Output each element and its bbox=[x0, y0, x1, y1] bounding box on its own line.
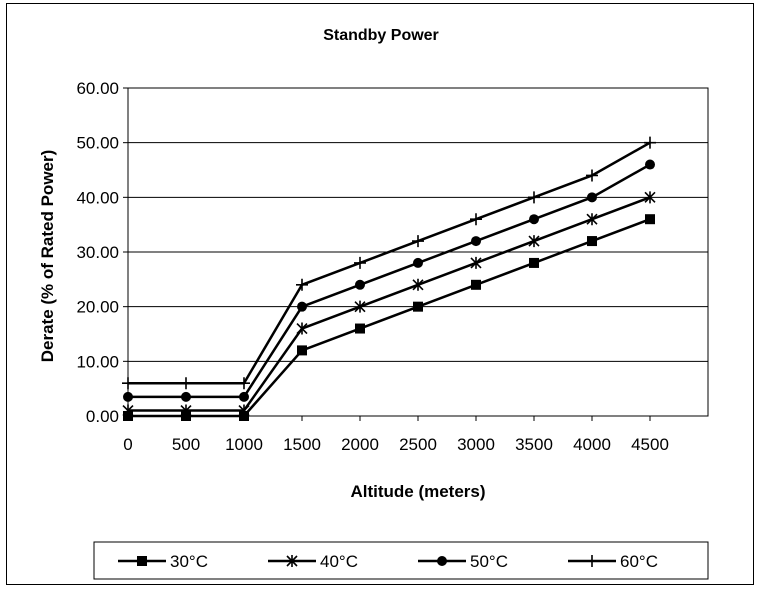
plus-marker bbox=[296, 278, 308, 291]
circle-marker bbox=[181, 391, 191, 402]
y-tick-label: 50.00 bbox=[76, 134, 119, 153]
circle-marker bbox=[239, 391, 249, 402]
plus-marker bbox=[238, 377, 250, 390]
square-marker bbox=[137, 556, 147, 566]
line-chart: Standby Power 0.00 10.00 20.00 30.00 40.00 50… bbox=[38, 27, 709, 580]
chart-title: Standby Power bbox=[323, 27, 439, 44]
square-marker bbox=[297, 345, 307, 356]
asterisk-marker bbox=[644, 191, 656, 204]
square-marker bbox=[471, 279, 481, 290]
series-lines bbox=[122, 136, 656, 421]
legend-entry: 50°C bbox=[418, 552, 508, 571]
square-marker bbox=[587, 236, 597, 247]
plus-marker bbox=[470, 213, 482, 226]
series-2 bbox=[123, 159, 655, 402]
circle-marker bbox=[437, 556, 447, 566]
circle-marker bbox=[645, 159, 655, 170]
x-tick-label: 500 bbox=[172, 435, 200, 454]
x-tick-label: 0 bbox=[123, 435, 132, 454]
y-tick-label: 10.00 bbox=[76, 352, 119, 371]
x-tick-label: 4500 bbox=[631, 435, 669, 454]
legend-entry: 60°C bbox=[568, 552, 658, 571]
series-1 bbox=[122, 191, 656, 417]
legend-entry: 30°C bbox=[118, 552, 208, 571]
x-tick-label: 2000 bbox=[341, 435, 379, 454]
gridlines bbox=[128, 87, 708, 417]
series-line bbox=[128, 218, 651, 418]
x-axis-label: Altitude (meters) bbox=[350, 482, 485, 501]
x-tick-label: 3000 bbox=[457, 435, 495, 454]
square-marker bbox=[645, 214, 655, 225]
series-line bbox=[128, 141, 651, 385]
tick-labels: 0.00 10.00 20.00 30.00 40.00 50.00 60.00 0 500 10… bbox=[76, 79, 668, 454]
circle-marker bbox=[529, 214, 539, 225]
legend-entries: 30°C 40°C 50°C 60°C bbox=[118, 552, 658, 571]
circle-marker bbox=[587, 192, 597, 203]
y-tick-label: 0.00 bbox=[86, 407, 119, 426]
plus-marker bbox=[528, 191, 540, 204]
square-marker bbox=[355, 323, 365, 334]
asterisk-marker bbox=[528, 235, 540, 248]
plus-marker bbox=[412, 235, 424, 248]
asterisk-marker bbox=[586, 213, 598, 226]
plus-marker bbox=[180, 377, 192, 390]
asterisk-marker bbox=[412, 278, 424, 291]
y-tick-label: 30.00 bbox=[76, 243, 119, 262]
circle-marker bbox=[123, 391, 133, 402]
y-tick-label: 40.00 bbox=[76, 188, 119, 207]
asterisk-marker bbox=[180, 404, 192, 417]
x-tick-label: 1500 bbox=[283, 435, 321, 454]
plus-marker bbox=[586, 169, 598, 182]
circle-marker bbox=[471, 236, 481, 247]
asterisk-marker bbox=[470, 256, 482, 269]
series-line bbox=[128, 196, 651, 412]
asterisk-marker bbox=[286, 555, 298, 567]
chart-area: Standby Power 0.00 10.00 20.00 30.00 40.00 50… bbox=[6, 3, 754, 585]
plus-marker bbox=[354, 256, 366, 269]
legend-entry: 40°C bbox=[268, 552, 358, 571]
y-axis-label: Derate (% of Rated Power) bbox=[38, 150, 57, 363]
asterisk-marker bbox=[122, 404, 134, 417]
x-tick-label: 4000 bbox=[573, 435, 611, 454]
x-tick-label: 2500 bbox=[399, 435, 437, 454]
legend-label: 60°C bbox=[620, 552, 658, 571]
plus-marker bbox=[122, 377, 134, 390]
x-tick-label: 1000 bbox=[225, 435, 263, 454]
square-marker bbox=[529, 257, 539, 268]
circle-marker bbox=[413, 257, 423, 268]
asterisk-marker bbox=[296, 322, 308, 335]
legend-label: 50°C bbox=[470, 552, 508, 571]
y-tick-label: 20.00 bbox=[76, 298, 119, 317]
x-tick-label: 3500 bbox=[515, 435, 553, 454]
legend-label: 40°C bbox=[320, 552, 358, 571]
legend-label: 30°C bbox=[170, 552, 208, 571]
series-line bbox=[128, 163, 651, 399]
circle-marker bbox=[355, 279, 365, 290]
circle-marker bbox=[297, 301, 307, 312]
plus-marker bbox=[644, 136, 656, 149]
plus-marker bbox=[586, 555, 598, 567]
legend bbox=[93, 541, 709, 580]
series-3 bbox=[122, 136, 656, 390]
series-0 bbox=[123, 214, 655, 421]
square-marker bbox=[413, 301, 423, 312]
asterisk-marker bbox=[354, 300, 366, 313]
y-tick-label: 60.00 bbox=[76, 79, 119, 98]
asterisk-marker bbox=[238, 404, 250, 417]
